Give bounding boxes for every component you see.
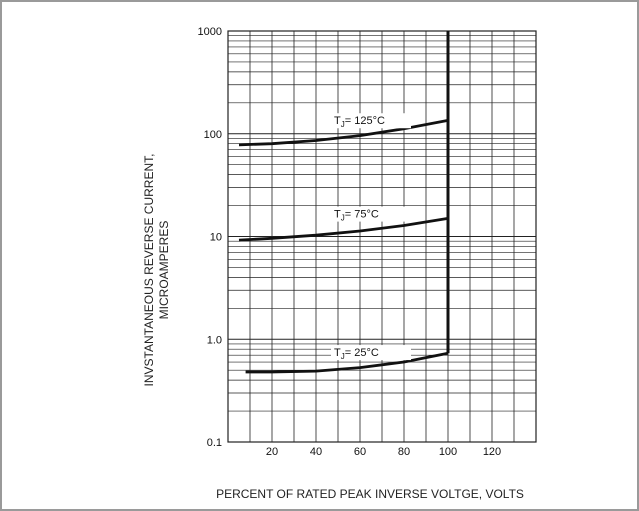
x-tick-label: 20: [266, 446, 278, 458]
curve-labels: TJ= 125°C TJ= 75°C TJ= 25°C: [331, 113, 411, 361]
series-line: [238, 217, 449, 242]
y-axis-label-line2: MICROAMPERES: [157, 221, 171, 320]
x-tick-label: 60: [354, 446, 366, 458]
curve-label-background: [331, 206, 411, 222]
y-tick-label: 10: [210, 232, 222, 244]
series-line: [238, 119, 449, 147]
y-tick-label: 100: [204, 129, 222, 141]
series-line: [245, 351, 449, 374]
y-tick-label: 0.1: [207, 437, 222, 449]
x-tick-label: 120: [483, 446, 501, 458]
y-axis-label-line1: INVSTANTANEOUS REVERSE CURRENT,: [142, 154, 156, 387]
y-tick-label: 1.0: [207, 334, 222, 346]
curve-label: TJ= 25°C: [334, 347, 379, 361]
curve-label: TJ= 75°C: [334, 209, 379, 223]
grid: [227, 30, 537, 443]
curve-label: TJ= 125°C: [334, 115, 385, 129]
plot-border: [227, 30, 537, 443]
x-tick-label: 40: [310, 446, 322, 458]
x-tick-label: 100: [439, 446, 457, 458]
x-tick-labels: 20 40 60 80 100 120: [266, 446, 501, 458]
curve-label-background: [331, 113, 411, 129]
x-tick-label: 80: [398, 446, 410, 458]
curve-label-background: [331, 345, 411, 361]
y-tick-labels: 0.1 1.0 10 100 1000: [198, 26, 222, 449]
series-group: [238, 119, 449, 374]
x-axis-label: PERCENT OF RATED PEAK INVERSE VOLTGE, VO…: [216, 487, 524, 501]
y-tick-label: 1000: [198, 26, 222, 38]
